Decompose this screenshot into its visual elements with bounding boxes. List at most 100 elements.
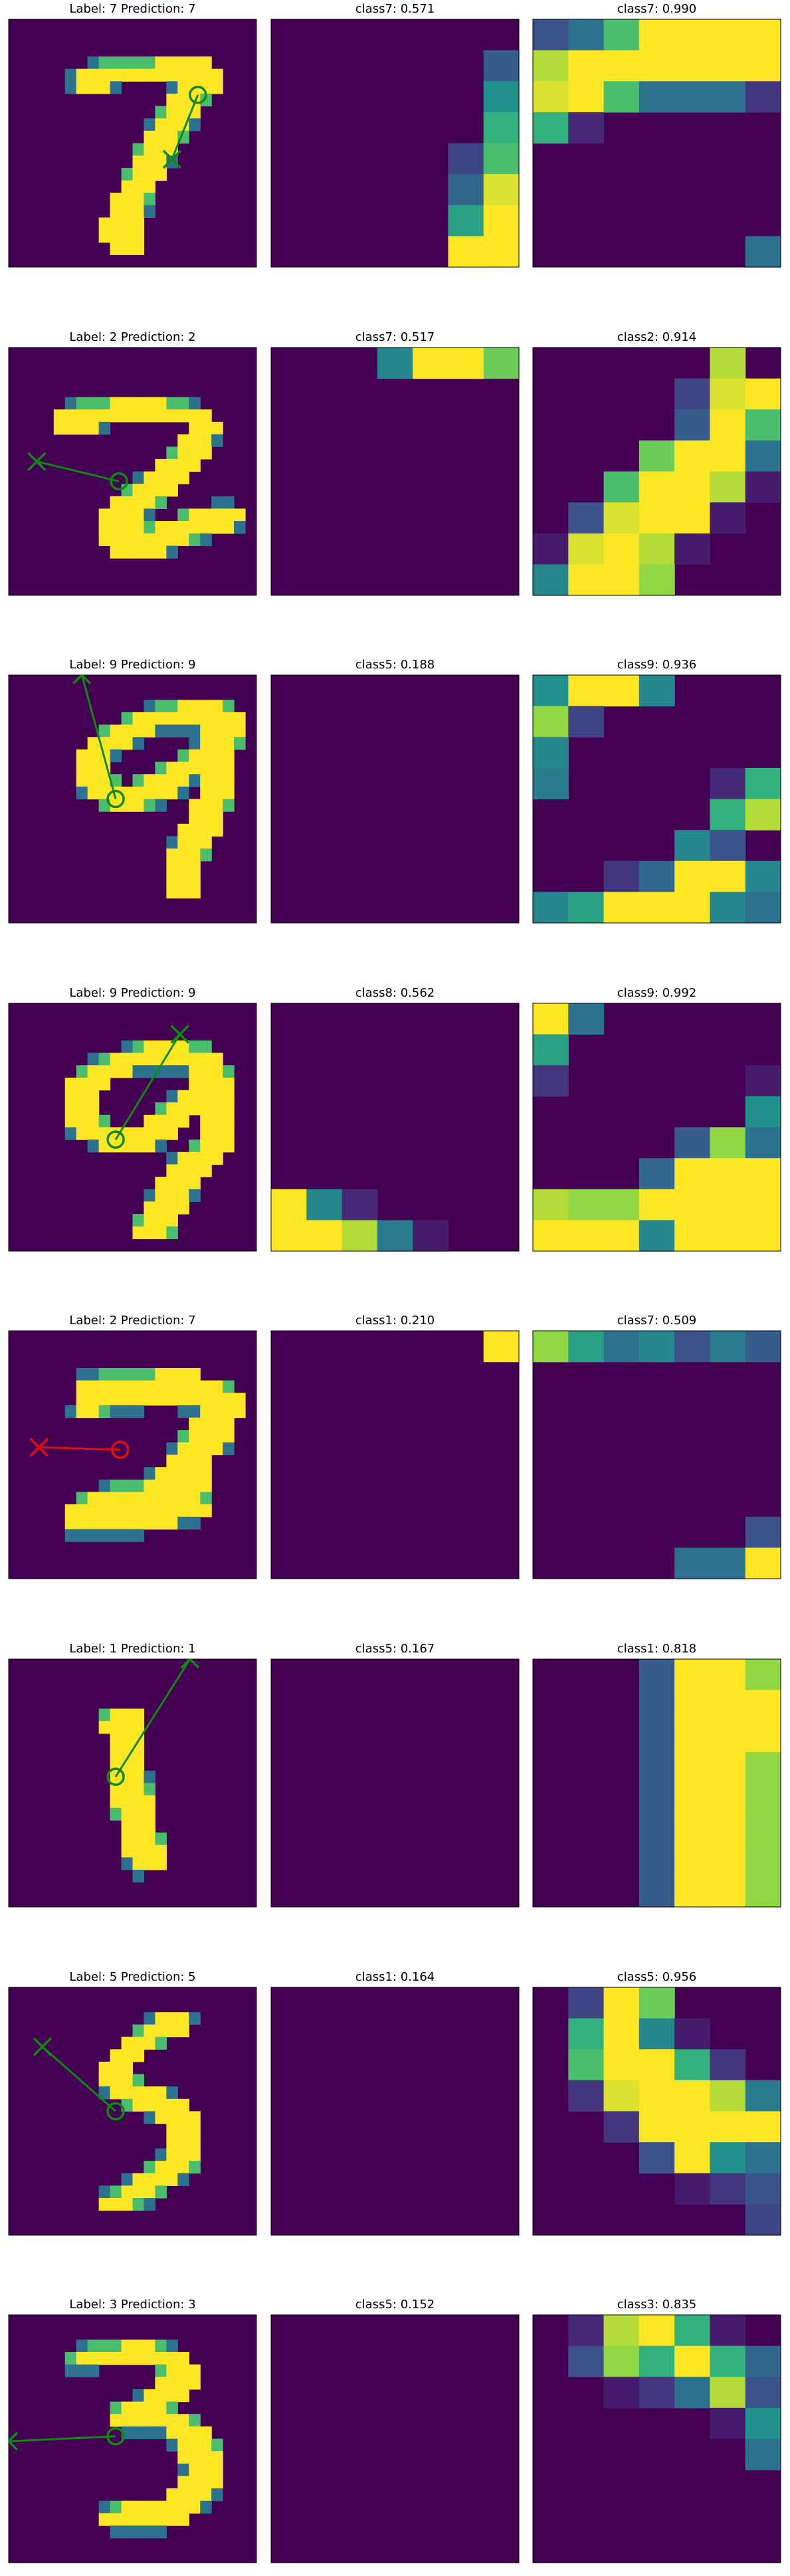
digit-image-cell bbox=[166, 68, 178, 82]
digit-image-cell bbox=[155, 1367, 167, 1381]
class-map-b-cell bbox=[745, 1127, 781, 1159]
class-map-b-cell bbox=[674, 533, 711, 565]
digit-image-cell bbox=[98, 1721, 111, 1734]
digit-image-cell bbox=[211, 1114, 223, 1128]
class-map-b-cell bbox=[745, 2080, 781, 2112]
digit-image-cell bbox=[155, 1857, 167, 1870]
class-map-b-cell bbox=[603, 19, 640, 51]
digit-image-cell bbox=[189, 446, 201, 460]
digit-image-cell bbox=[87, 2364, 100, 2377]
digit-image-cell bbox=[132, 2414, 145, 2427]
digit-image-cell bbox=[189, 848, 201, 862]
digit-image-cell bbox=[189, 1367, 201, 1381]
digit-image-cell bbox=[76, 1380, 88, 1393]
digit-image-cell bbox=[189, 118, 201, 132]
class-map-b-cell bbox=[745, 1516, 781, 1548]
digit-image-cell bbox=[200, 1405, 212, 1419]
digit-image-cell bbox=[121, 508, 134, 522]
digit-image-cell bbox=[132, 2526, 145, 2539]
digit-image-cell bbox=[200, 533, 212, 546]
class-map-b-cell bbox=[710, 378, 746, 410]
digit-image-cell bbox=[189, 1077, 201, 1091]
digit-image-cell bbox=[155, 2339, 167, 2353]
digit-image-cell bbox=[144, 1065, 155, 1078]
digit-image-cell bbox=[166, 1201, 178, 1215]
digit-image-cell bbox=[121, 724, 134, 738]
digit-image-cell bbox=[132, 1758, 145, 1771]
digit-image-cell bbox=[132, 1857, 145, 1870]
class-map-b-cell bbox=[674, 2345, 711, 2377]
digit-image-cell bbox=[234, 712, 246, 726]
digit-image-cell bbox=[177, 2426, 189, 2440]
digit-image-cell bbox=[132, 1783, 145, 1796]
digit-image-cell bbox=[166, 458, 178, 472]
digit-image-cell bbox=[211, 724, 223, 738]
digit-image-cell bbox=[98, 217, 111, 231]
class-map-b-cell bbox=[710, 1751, 746, 1784]
class-map-b-cell bbox=[710, 502, 746, 534]
digit-image-cell bbox=[121, 1857, 134, 1870]
digit-image-cell bbox=[177, 700, 189, 713]
digit-image-cell bbox=[121, 2086, 134, 2100]
digit-image-cell bbox=[177, 1151, 189, 1165]
digit-image-cell bbox=[200, 68, 212, 82]
digit-image-cell bbox=[166, 848, 178, 862]
class-map-a-cell bbox=[377, 347, 413, 379]
digit-image-cell bbox=[189, 397, 201, 410]
digit-image-cell bbox=[166, 545, 178, 559]
digit-image-cell bbox=[211, 1052, 223, 1066]
digit-image-cell bbox=[110, 1733, 122, 1747]
class-map-b-cell bbox=[568, 2049, 605, 2081]
digit-image-cell bbox=[144, 521, 155, 534]
digit-image-cell bbox=[76, 1516, 88, 1530]
digit-image-cell bbox=[166, 1380, 178, 1393]
class-map-b-cell bbox=[710, 19, 746, 51]
digit-image-cell bbox=[132, 724, 145, 738]
digit-image-cell bbox=[144, 118, 155, 132]
class-map-b-cell bbox=[674, 81, 711, 113]
digit-image-cell bbox=[155, 1479, 167, 1493]
digit-image-cell bbox=[87, 1393, 100, 1406]
class-map-b-cell bbox=[568, 1987, 605, 2019]
digit-image-cell bbox=[166, 397, 178, 410]
digit-image-cell bbox=[110, 1479, 122, 1493]
digit-image-cell bbox=[132, 2426, 145, 2440]
class-map-a-background bbox=[271, 347, 519, 595]
digit-image-cell bbox=[177, 2476, 189, 2489]
digit-image-cell bbox=[64, 421, 77, 435]
digit-image-cell bbox=[177, 533, 189, 546]
class-map-b-frame bbox=[532, 1330, 781, 1579]
gradient-arrow bbox=[33, 2037, 125, 2121]
digit-image-cell bbox=[76, 68, 88, 82]
digit-image-cell bbox=[200, 56, 212, 70]
digit-image-cell bbox=[132, 799, 145, 812]
digit-image-cell bbox=[155, 68, 167, 82]
digit-image-cell bbox=[110, 1807, 122, 1821]
digit-image-cell bbox=[200, 434, 212, 447]
digit-image-cell bbox=[211, 421, 223, 435]
digit-image-cell bbox=[144, 1393, 155, 1406]
digit-image-cell bbox=[223, 1127, 235, 1140]
digit-image-cell bbox=[211, 1442, 223, 1456]
digit-image-cell bbox=[177, 761, 189, 775]
digit-image-cell bbox=[200, 749, 212, 763]
digit-image-cell bbox=[144, 1367, 155, 1381]
class-map-b-cell bbox=[710, 1220, 746, 1252]
class-map-b-cell bbox=[568, 2345, 605, 2377]
digit-image-cell bbox=[76, 1114, 88, 1128]
digit-image-cell bbox=[110, 193, 122, 206]
digit-image-cell bbox=[87, 409, 100, 423]
digit-image-cell bbox=[155, 1516, 167, 1530]
digit-image-cell bbox=[110, 1367, 122, 1381]
digit-image-cell bbox=[177, 1393, 189, 1406]
digit-image-cell bbox=[121, 1504, 134, 1518]
digit-image-cell bbox=[144, 397, 155, 410]
arrow-end-circle-marker bbox=[189, 86, 207, 104]
digit-image-cell bbox=[121, 2185, 134, 2199]
digit-image-cell bbox=[144, 1139, 155, 1153]
digit-image-cell bbox=[211, 1151, 223, 1165]
digit-image-cell bbox=[121, 1367, 134, 1381]
digit-image-cell bbox=[177, 2173, 189, 2186]
result-row: Label: 1 Prediction: 1 class5: 0.167 class… bbox=[8, 1642, 781, 1908]
digit-image-cell bbox=[189, 508, 201, 522]
